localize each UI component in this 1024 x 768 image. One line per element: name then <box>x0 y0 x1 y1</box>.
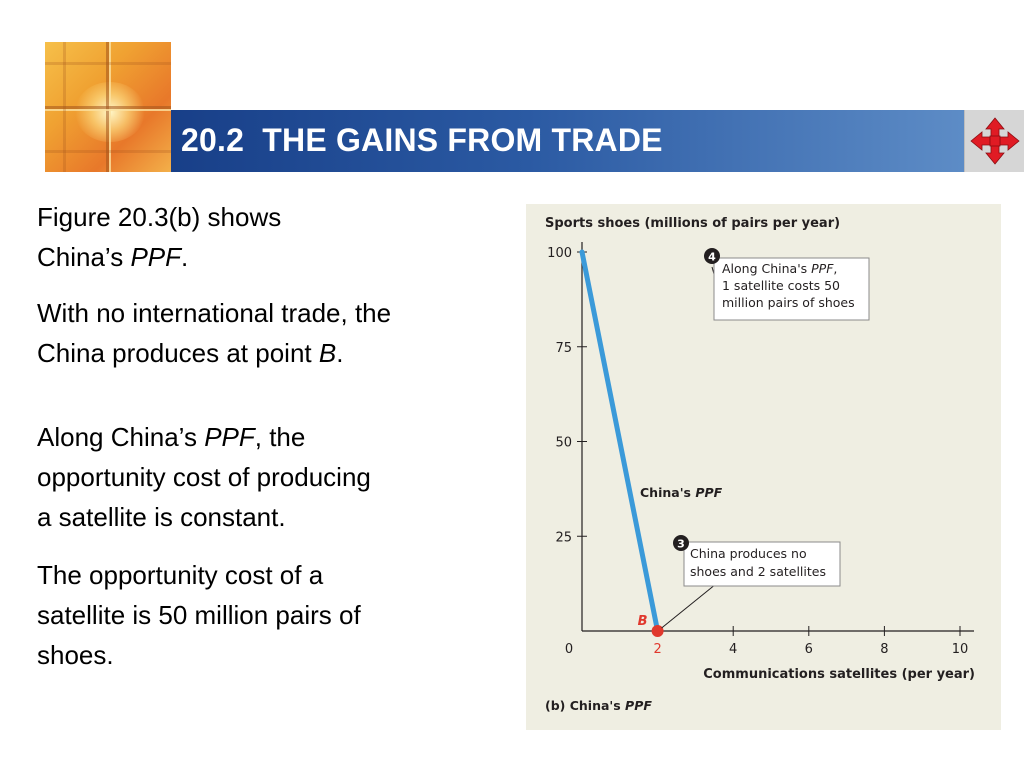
nav-button[interactable] <box>964 110 1024 172</box>
x-tick-label: 2 <box>653 642 661 657</box>
body-text: Figure 20.3(b) shows China’s PPF. With n… <box>37 197 512 675</box>
annotation-box-4 <box>713 257 870 321</box>
y-tick-label: 50 <box>555 436 572 451</box>
x-tick-label: 8 <box>880 642 888 657</box>
annotation-3-line1: China produces no <box>690 546 807 561</box>
x-tick-label: 4 <box>729 642 737 657</box>
annotation-box-3 <box>683 541 841 587</box>
y-tick-label: 100 <box>547 246 572 261</box>
annotation-3-line2: shoes and 2 satellites <box>690 564 826 579</box>
chart-caption: (b) China's PPF <box>545 698 652 713</box>
badge-4 <box>704 248 720 264</box>
x-tick-label: 10 <box>952 642 969 657</box>
point-b-marker <box>651 625 664 637</box>
y-tick-label: 75 <box>555 341 572 356</box>
ppf-chart: Sports shoes (millions of pairs per year… <box>545 216 975 713</box>
y-axis-label: Sports shoes (millions of pairs per year… <box>545 216 840 231</box>
annotation-3: 3 China produces no shoes and 2 satellit… <box>661 535 841 629</box>
x-tick-label: 0 <box>565 642 573 657</box>
x-axis-label: Communications satellites (per year) <box>703 667 975 682</box>
annotation-4-line2: 1 satellite costs 50 <box>722 278 840 293</box>
paragraph-opportunity-cost: The opportunity cost of a satellite is 5… <box>37 560 361 670</box>
x-tick-label: 6 <box>805 642 813 657</box>
badge-4-label: 4 <box>708 251 716 264</box>
badge-3 <box>673 535 689 551</box>
four-way-arrows-icon <box>970 117 1020 165</box>
annotation-4-line3: million pairs of shoes <box>722 295 855 310</box>
series-label-china-ppf: China's PPF <box>640 485 723 500</box>
page-title: 20.2 THE GAINS FROM TRADE <box>181 122 663 158</box>
ppf-line <box>579 249 661 634</box>
y-tick-label: 25 <box>555 530 572 545</box>
annotation-4-line1: Along China's PPF, <box>722 261 837 276</box>
chart-panel: Sports shoes (millions of pairs per year… <box>526 204 1001 730</box>
window-cross-logo <box>45 42 171 172</box>
paragraph-no-trade: With no international trade, the China p… <box>37 298 392 368</box>
paragraph-constant-cost: Along China’s PPF, the opportunity cost … <box>37 422 371 532</box>
annotation-4: 4 Along China's PPF, 1 satellite costs 5… <box>704 248 870 321</box>
badge-3-label: 3 <box>677 538 685 551</box>
title-bar: 20.2 THE GAINS FROM TRADE <box>171 110 964 172</box>
paragraph-figure-ref: Figure 20.3(b) shows China’s PPF. <box>37 202 282 272</box>
point-b-label: B <box>638 614 648 629</box>
